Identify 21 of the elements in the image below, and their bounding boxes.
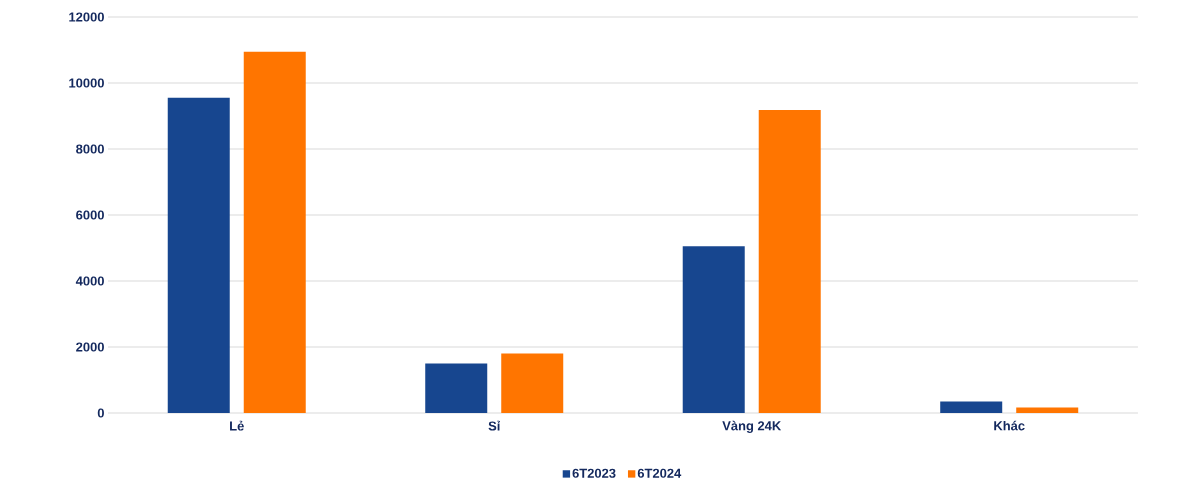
- bar: [758, 110, 821, 413]
- y-tick-label: 0: [97, 408, 104, 418]
- bar: [243, 51, 306, 413]
- y-tick-label: 8000: [76, 144, 104, 154]
- legend-label: 6T2024: [637, 468, 682, 478]
- y-tick-label: 2000: [76, 342, 104, 352]
- legend-label: 6T2023: [572, 468, 616, 478]
- y-tick-label: 6000: [76, 210, 104, 220]
- x-tick-label: Sỉ: [488, 420, 501, 431]
- bar: [682, 246, 745, 413]
- bar: [167, 97, 230, 413]
- x-tick-label: Vàng 24K: [722, 420, 782, 434]
- x-tick-label: Lẻ: [230, 420, 244, 431]
- y-tick-label: 10000: [69, 78, 104, 88]
- y-tick-label: 12000: [69, 12, 104, 22]
- bar: [425, 363, 488, 413]
- bar: [501, 353, 564, 413]
- bar: [940, 401, 1003, 413]
- y-tick-label: 4000: [75, 276, 104, 286]
- bar: [1016, 407, 1079, 413]
- x-tick-label: Khác: [994, 420, 1025, 431]
